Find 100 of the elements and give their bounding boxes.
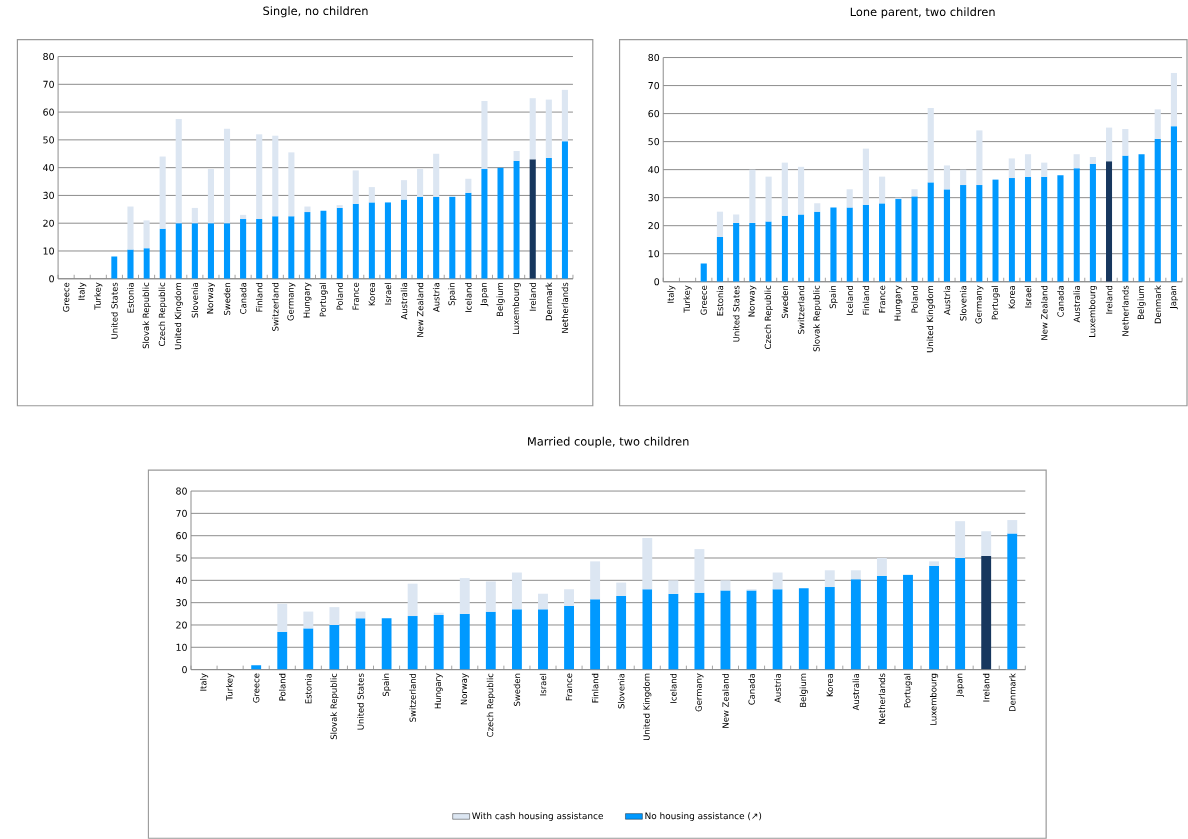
bar	[850, 570, 861, 580]
bar	[288, 216, 295, 279]
bar	[814, 203, 821, 212]
bar	[529, 98, 536, 160]
bar	[830, 207, 837, 282]
bar	[159, 156, 166, 229]
bar	[545, 99, 552, 158]
x-tick-label: Switzerland	[409, 673, 416, 722]
x-tick-label: United Kingdom	[174, 282, 183, 350]
bar	[368, 202, 375, 279]
bar	[824, 570, 835, 587]
bar	[407, 583, 418, 616]
bar	[481, 100, 488, 169]
x-tick-label: Hungary	[434, 673, 443, 709]
bar	[272, 135, 279, 217]
y-tick-label: 80	[648, 53, 660, 61]
bar	[797, 214, 805, 282]
x-tick-label: Greece	[62, 282, 70, 312]
bar	[465, 178, 472, 193]
bar	[304, 211, 311, 279]
x-tick-label: Poland	[279, 673, 286, 701]
bar	[749, 222, 756, 282]
bar	[433, 612, 444, 615]
bar	[256, 218, 263, 279]
bar	[876, 575, 887, 670]
x-tick-label: Norway	[748, 285, 757, 317]
x-tick-label: Luxembourg	[1088, 285, 1097, 337]
y-tick-label: 40	[43, 163, 54, 172]
bar	[272, 216, 279, 279]
x-tick-label: Germany	[695, 673, 704, 712]
bar	[879, 176, 886, 204]
x-tick-label: Korea	[368, 282, 375, 306]
bar	[1073, 154, 1080, 169]
bar	[207, 168, 214, 224]
x-tick-label: Spain	[448, 282, 457, 306]
bar	[716, 236, 724, 282]
legend-label: No housing assistance (↗)	[645, 812, 762, 821]
bar	[277, 603, 288, 632]
bar	[1007, 519, 1018, 534]
y-tick-label: 30	[43, 191, 54, 199]
bar	[765, 176, 772, 222]
bar	[879, 203, 886, 282]
bar	[943, 189, 951, 282]
bar	[417, 168, 424, 197]
bar	[772, 572, 783, 590]
bar	[850, 579, 861, 670]
chart-title: Lone parent, two children	[850, 7, 995, 19]
bar	[1154, 138, 1161, 282]
bar	[746, 590, 757, 670]
y-tick-label: 0	[182, 665, 187, 674]
y-tick-label: 20	[648, 221, 660, 230]
y-tick-label: 10	[648, 250, 660, 258]
bar	[352, 170, 359, 204]
x-tick-label: Greece	[253, 673, 260, 703]
bar	[616, 595, 627, 670]
x-tick-label: Germany	[287, 282, 296, 321]
bar	[846, 207, 853, 282]
bar	[876, 557, 887, 576]
x-tick-label: United States	[732, 285, 740, 342]
bar	[459, 577, 470, 614]
x-tick-label: Korea	[1008, 285, 1015, 309]
y-tick-label: 80	[43, 52, 54, 60]
x-tick-label: Sweden	[223, 282, 231, 315]
x-tick-label: Slovenia	[191, 282, 199, 318]
bar	[929, 561, 940, 566]
bar	[303, 611, 314, 629]
bar	[1106, 127, 1113, 162]
x-tick-label: Poland	[336, 282, 343, 310]
bar	[538, 593, 548, 610]
bar	[798, 588, 809, 670]
x-tick-label: Luxembourg	[512, 282, 521, 334]
y-tick-label: 0	[49, 275, 54, 283]
bar	[694, 592, 705, 670]
bar	[304, 206, 311, 212]
bar	[668, 593, 679, 670]
bar	[511, 609, 522, 670]
bar	[407, 615, 418, 670]
x-tick-label: Czech Republic	[158, 282, 167, 346]
x-tick-label: Belgium	[1137, 285, 1146, 319]
bar	[497, 167, 504, 279]
x-tick-label: Belgium	[799, 673, 808, 707]
bar	[797, 166, 805, 215]
bar	[256, 134, 263, 219]
legend-label: With cash housing assistance	[472, 812, 603, 821]
bar	[903, 574, 913, 670]
bar	[336, 205, 343, 208]
bar	[862, 204, 869, 282]
x-tick-label: Ireland	[1105, 285, 1113, 314]
x-tick-label: Hungary	[894, 285, 903, 321]
x-tick-label: Ireland	[982, 673, 990, 702]
x-tick-label: Greece	[700, 285, 707, 315]
bar	[1057, 175, 1064, 282]
bar	[240, 218, 247, 279]
x-tick-label: France	[878, 285, 886, 313]
x-tick-label: Hungary	[303, 282, 312, 318]
x-tick-label: Sweden	[513, 673, 521, 706]
bar	[1154, 109, 1161, 139]
bar	[384, 202, 391, 279]
x-tick-label: Denmark	[1154, 285, 1161, 324]
y-tick-label: 70	[648, 81, 660, 90]
